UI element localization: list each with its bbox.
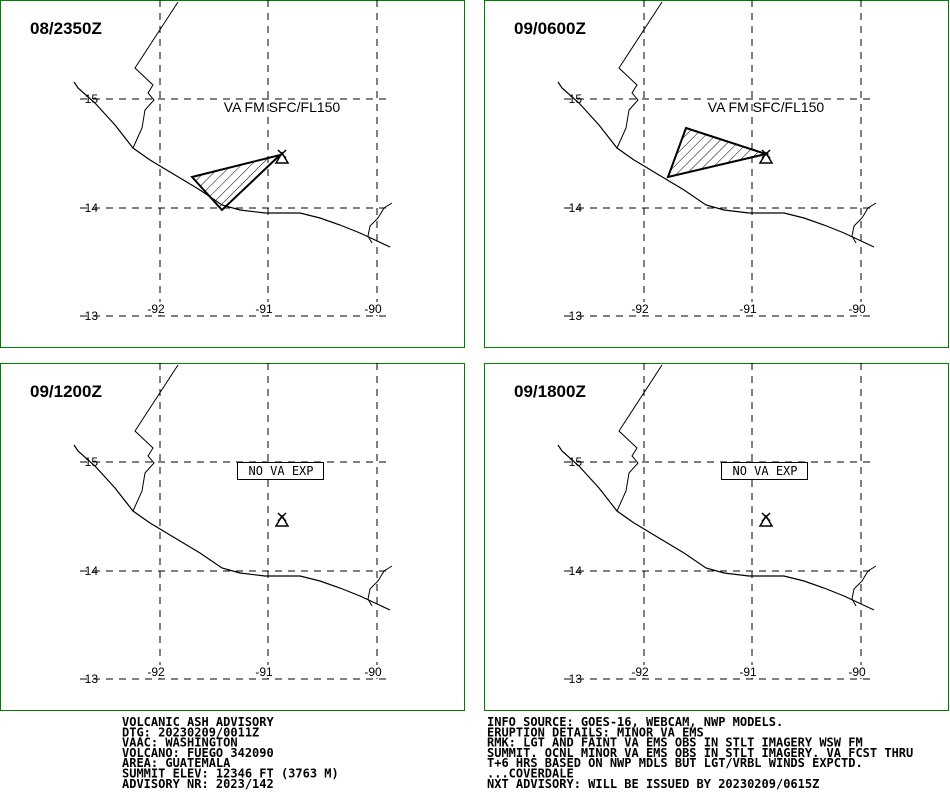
advisory-line: ADVISORY NR: 2023/142: [122, 777, 274, 791]
lon-label-bg: [628, 665, 652, 678]
advisory-line: DTG: 20230209/0011Z: [122, 725, 259, 739]
ash-area: [666, 126, 770, 179]
lon-label-bg: [736, 665, 760, 678]
lon-label: -92: [147, 665, 165, 679]
lat-label: 14: [569, 201, 583, 215]
lon-label-bg: [845, 665, 869, 678]
lon-label: -92: [147, 302, 165, 316]
lat-label: 13: [85, 672, 99, 686]
lon-label: -91: [739, 665, 757, 679]
lon-label-bg: [361, 302, 385, 315]
lon-label: -91: [255, 665, 273, 679]
lon-label-bg: [252, 665, 276, 678]
lon-label-bg: [252, 302, 276, 315]
valid-time: 09/1800Z: [514, 382, 586, 401]
lat-label: 13: [569, 672, 583, 686]
lon-label: -92: [631, 665, 649, 679]
lon-label: -92: [631, 302, 649, 316]
label-box: [237, 462, 324, 480]
panel-border: [484, 0, 949, 348]
panel-border: [0, 363, 465, 711]
lat-label: 13: [569, 309, 583, 323]
advisory-line: VAAC: WASHINGTON: [122, 736, 238, 750]
ash-label: VA FM SFC/FL150: [224, 99, 341, 115]
lon-label: -91: [739, 302, 757, 316]
lat-label: 14: [85, 201, 99, 215]
ash-area: [190, 153, 284, 212]
lat-label: 14: [85, 564, 99, 578]
ash-label: NO VA EXP: [732, 464, 797, 478]
lon-label: -90: [848, 302, 866, 316]
advisory-line: AREA: GUATEMALA: [122, 756, 231, 770]
advisory-line: VOLCANO: FUEGO 342090: [122, 746, 274, 760]
advisory-line: SUMMIT ELEV: 12346 FT (3763 M): [122, 767, 339, 781]
advisory-line: ERUPTION DETAILS: MINOR VA EMS: [487, 725, 704, 739]
advisory-line: RMK: LGT AND FAINT VA EMS OBS IN STLT IM…: [487, 736, 863, 750]
lon-label-bg: [736, 302, 760, 315]
advisory-line: ...COVERDALE: [487, 767, 574, 781]
label-box: [721, 462, 808, 480]
lon-label-bg: [144, 302, 168, 315]
advisory-line: SUMMIT. OCNL MINOR VA EMS OBS IN STLT IM…: [487, 746, 913, 760]
lon-label-bg: [144, 665, 168, 678]
lon-label: -90: [848, 665, 866, 679]
ash-label: VA FM SFC/FL150: [708, 99, 825, 115]
valid-time: 09/1200Z: [30, 382, 102, 401]
advisory-line: NXT ADVISORY: WILL BE ISSUED BY 20230209…: [487, 777, 819, 791]
panel-border: [484, 363, 949, 711]
lon-label: -91: [255, 302, 273, 316]
lon-label-bg: [845, 302, 869, 315]
lon-label: -90: [364, 665, 382, 679]
advisory-line: T+6 HRS BASED ON NWP MDLS BUT LGT/VRBL W…: [487, 756, 863, 770]
lon-label-bg: [628, 302, 652, 315]
valid-time: 09/0600Z: [514, 19, 586, 38]
lat-label: 14: [569, 564, 583, 578]
ash-label: NO VA EXP: [248, 464, 313, 478]
lon-label-bg: [361, 665, 385, 678]
lon-label: -90: [364, 302, 382, 316]
advisory-line: INFO SOURCE: GOES-16, WEBCAM, NWP MODELS…: [487, 715, 783, 729]
lat-label: 13: [85, 309, 99, 323]
valid-time: 08/2350Z: [30, 19, 102, 38]
advisory-line: VOLCANIC ASH ADVISORY: [122, 715, 274, 729]
